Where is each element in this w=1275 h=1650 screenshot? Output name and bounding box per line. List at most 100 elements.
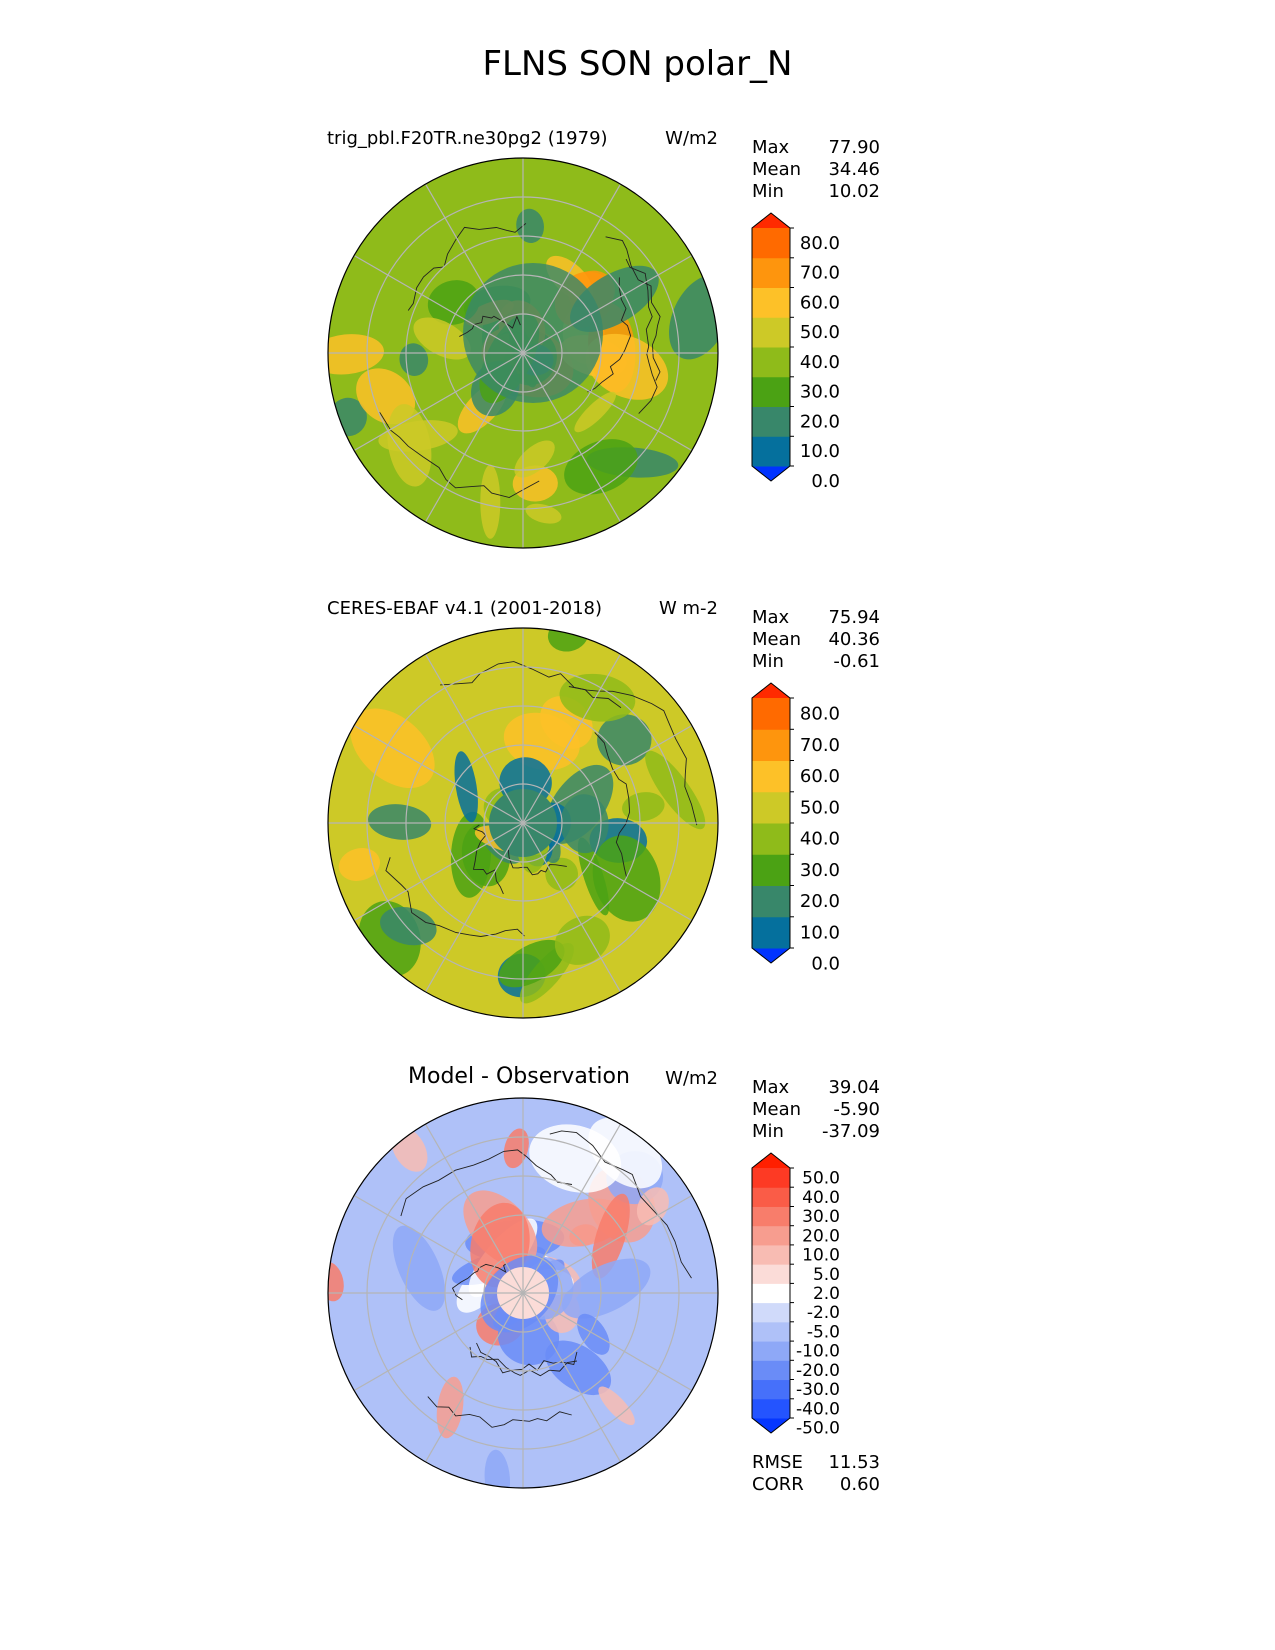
colorbar-segment	[752, 916, 790, 949]
colorbar-tick-label: 20.0	[802, 1226, 840, 1246]
coastline	[459, 315, 521, 337]
colorbar-tick-label: 30.0	[802, 1207, 840, 1227]
colorbar-segment	[752, 1341, 790, 1361]
colorbar-segment	[752, 698, 790, 730]
colorbar-segment	[752, 1283, 790, 1304]
graticule	[328, 158, 718, 548]
colorbar-segment	[752, 1168, 790, 1188]
colorbar-tick-label: -5.0	[807, 1323, 840, 1343]
colorbar-segment	[752, 1321, 790, 1342]
colorbar-3: 50.040.030.020.010.05.02.0-2.0-5.0-10.0-…	[751, 1152, 840, 1439]
colorbar-tick-label: 60.0	[800, 766, 840, 787]
coastline	[549, 1130, 692, 1279]
colorbar-tick-label: 20.0	[800, 891, 840, 912]
coastline	[472, 824, 504, 895]
colorbar-extend-max	[752, 1153, 790, 1168]
colorbar-2: 80.0 70.0 60.0 50.0 40.0 30.0 20.0 10.0 0.0	[751, 682, 840, 975]
colorbar-tick-label: 80.0	[800, 233, 840, 254]
stat-row: RMSE 11.53	[752, 1452, 880, 1473]
panel-3-units: W/m2	[665, 1068, 718, 1089]
colorbar-segment	[752, 791, 790, 824]
colorbar-tick-label: 0.0	[811, 954, 840, 975]
colorbar-extend-max	[752, 683, 790, 698]
colorbar-segment	[752, 1187, 790, 1207]
colorbar-segment	[752, 1398, 790, 1419]
colorbar-tick-label: -2.0	[807, 1303, 840, 1323]
colorbar-segment	[752, 436, 790, 467]
colorbar-segment	[752, 1206, 790, 1227]
graticule	[328, 1098, 718, 1488]
colorbar-segment	[752, 1225, 790, 1246]
colorbar-segment	[752, 1244, 790, 1265]
colorbar-tick-label: 50.0	[800, 322, 840, 343]
colorbar-segment	[752, 1302, 790, 1323]
colorbar-tick-label: 70.0	[800, 263, 840, 284]
colorbar-segment	[752, 1379, 790, 1400]
coastline	[407, 223, 527, 311]
colorbar-tick-label: 5.0	[813, 1265, 840, 1285]
colorbar-segment	[752, 287, 790, 318]
panel-1-units: W/m2	[665, 128, 718, 149]
coastline	[379, 412, 540, 498]
colorbar-tick-label: 10.0	[800, 922, 840, 943]
colorbar-segment	[752, 729, 790, 761]
colorbar-extend-min	[752, 948, 790, 963]
coastline	[469, 1346, 577, 1377]
coastline	[440, 661, 622, 709]
coastline	[427, 1396, 572, 1428]
panel-3-stats: Max 39.04 Mean -5.90 Min -37.09	[752, 1077, 880, 1143]
colorbar-segment	[752, 760, 790, 793]
panel-2-stats: Max 75.94 Mean 40.36 Min -0.61	[752, 607, 880, 673]
stat-row: Mean 34.46	[752, 159, 880, 180]
coastline	[605, 236, 661, 381]
map-boundary	[327, 1097, 719, 1489]
colorbar-segment	[752, 257, 790, 288]
colorbar-tick-label: 20.0	[800, 411, 840, 432]
colorbar-extend-min	[752, 1418, 790, 1433]
colorbar-1: 80.0 70.0 60.0 50.0 40.0 30.0 20.0 10.0 0.0	[751, 212, 840, 492]
coastline	[400, 1149, 573, 1217]
colorbar-tick-label: 2.0	[813, 1284, 840, 1304]
stat-row: Max 75.94	[752, 607, 880, 628]
colorbar-tick-label: -10.0	[796, 1342, 840, 1362]
colorbar-tick-label: 10.0	[802, 1246, 840, 1266]
colorbar-tick-label: 30.0	[800, 382, 840, 403]
colorbar-tick-label: 40.0	[802, 1188, 840, 1208]
coastline	[451, 1263, 507, 1301]
map-field	[328, 158, 718, 548]
colorbar-segment	[752, 317, 790, 348]
map-boundary	[327, 157, 719, 549]
colorbar-segment	[752, 376, 790, 407]
panel-3-error-stats: RMSE 11.53 CORR 0.60	[752, 1452, 880, 1496]
figure-title: FLNS SON polar_N	[482, 44, 793, 84]
map-field	[328, 1098, 718, 1488]
colorbar-tick-label: 40.0	[800, 352, 840, 373]
colorbar-extend-min	[752, 466, 790, 481]
polar-map-1	[327, 157, 719, 549]
coastline	[625, 258, 658, 414]
colorbar-extend-max	[752, 213, 790, 228]
colorbar-segment	[752, 1360, 790, 1381]
panel-2-units: W m-2	[658, 598, 718, 619]
map-field	[328, 628, 718, 1018]
colorbar-tick-label: 40.0	[800, 829, 840, 850]
panel-3-title: Model - Observation	[408, 1064, 630, 1089]
stat-row: Min -0.61	[752, 651, 880, 672]
stat-row: CORR 0.60	[752, 1474, 880, 1495]
panel-2-title: CERES-EBAF v4.1 (2001-2018)	[327, 598, 603, 619]
coastline	[385, 857, 525, 937]
colorbar-segment	[752, 854, 790, 886]
colorbar-tick-label: 0.0	[811, 471, 840, 492]
stat-row: Mean -5.90	[752, 1099, 880, 1120]
coastline	[568, 686, 698, 826]
colorbar-tick-label: 60.0	[800, 292, 840, 313]
colorbar-tick-label: 10.0	[800, 441, 840, 462]
colorbar-segment	[752, 406, 790, 437]
colorbar-tick-label: 70.0	[800, 735, 840, 756]
panel-1-stats: Max 77.90 Mean 34.46 Min 10.02	[752, 137, 880, 203]
stat-row: Min -37.09	[752, 1121, 880, 1142]
colorbar-tick-label: -20.0	[796, 1361, 840, 1381]
stat-row: Min 10.02	[752, 181, 880, 202]
coastline	[587, 277, 632, 393]
